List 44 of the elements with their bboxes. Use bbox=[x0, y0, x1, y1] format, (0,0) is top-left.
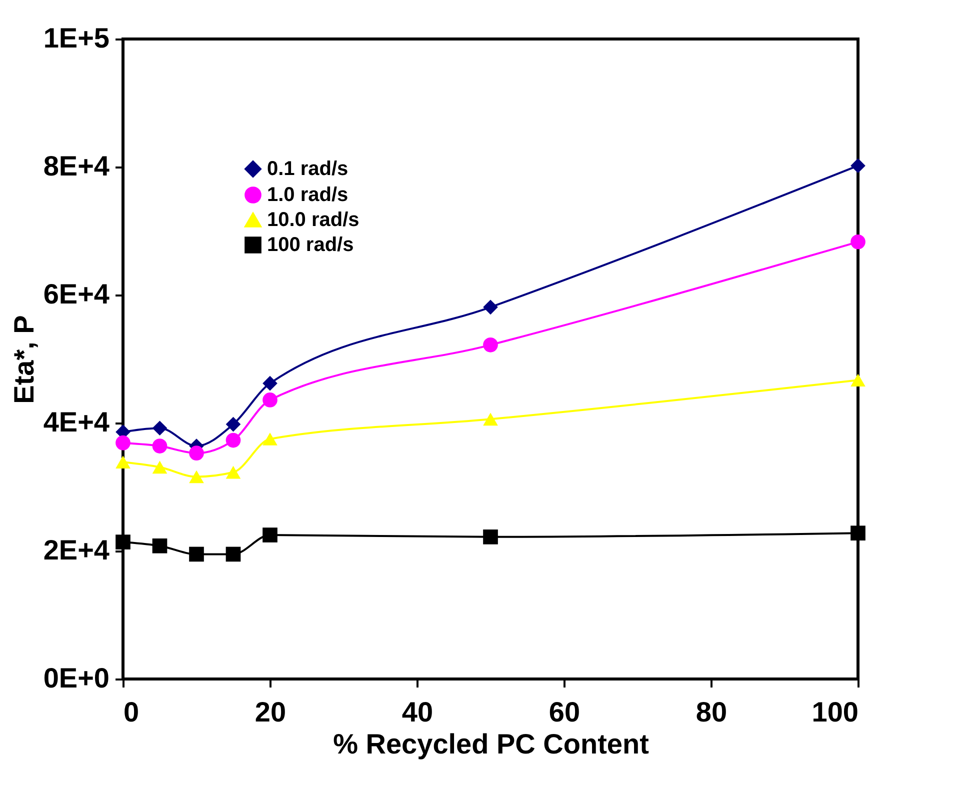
y-tick-label: 1E+5 bbox=[43, 22, 110, 54]
y-tick-label: 6E+4 bbox=[43, 278, 110, 310]
point bbox=[226, 466, 241, 479]
point bbox=[483, 338, 498, 352]
point bbox=[262, 392, 278, 408]
point bbox=[483, 530, 498, 544]
y-axis-title: Eta*, P bbox=[8, 315, 40, 404]
x-tick-label: 80 bbox=[696, 696, 728, 728]
x-tick-label: 0 bbox=[124, 696, 140, 728]
legend-label: 10.0 rad/s bbox=[267, 209, 360, 231]
x-tick-label: 20 bbox=[254, 696, 286, 728]
point bbox=[262, 528, 278, 542]
legend-label: 1.0 rad/s bbox=[267, 184, 348, 206]
point bbox=[152, 538, 168, 554]
y-tick-label: 2E+4 bbox=[43, 534, 110, 566]
point bbox=[483, 412, 498, 426]
point bbox=[116, 456, 130, 468]
point bbox=[189, 446, 204, 460]
point bbox=[483, 300, 498, 315]
point bbox=[850, 526, 866, 540]
x-tick-label: 100 bbox=[812, 696, 858, 728]
point bbox=[262, 432, 278, 446]
x-tick-label: 40 bbox=[402, 696, 434, 728]
point bbox=[226, 416, 241, 432]
point bbox=[189, 470, 204, 484]
x-axis-title: % Recycled PC Content bbox=[333, 728, 649, 760]
x-tick-label: 60 bbox=[548, 696, 580, 728]
point bbox=[116, 435, 130, 450]
point bbox=[189, 546, 204, 562]
y-tick-label: 4E+4 bbox=[43, 406, 110, 438]
legend-label: 100 rad/s bbox=[267, 234, 354, 256]
y-tick-label: 8E+4 bbox=[43, 150, 110, 182]
point bbox=[262, 376, 278, 391]
point bbox=[226, 432, 241, 448]
point bbox=[152, 420, 168, 436]
point bbox=[116, 534, 130, 550]
y-tick-label: 0E+0 bbox=[43, 662, 110, 694]
point bbox=[850, 234, 866, 250]
point bbox=[226, 546, 241, 562]
legend-label: 0.1 rad/s bbox=[267, 158, 348, 180]
point bbox=[152, 460, 168, 474]
point bbox=[850, 158, 866, 174]
point bbox=[152, 438, 168, 454]
point bbox=[850, 374, 866, 387]
